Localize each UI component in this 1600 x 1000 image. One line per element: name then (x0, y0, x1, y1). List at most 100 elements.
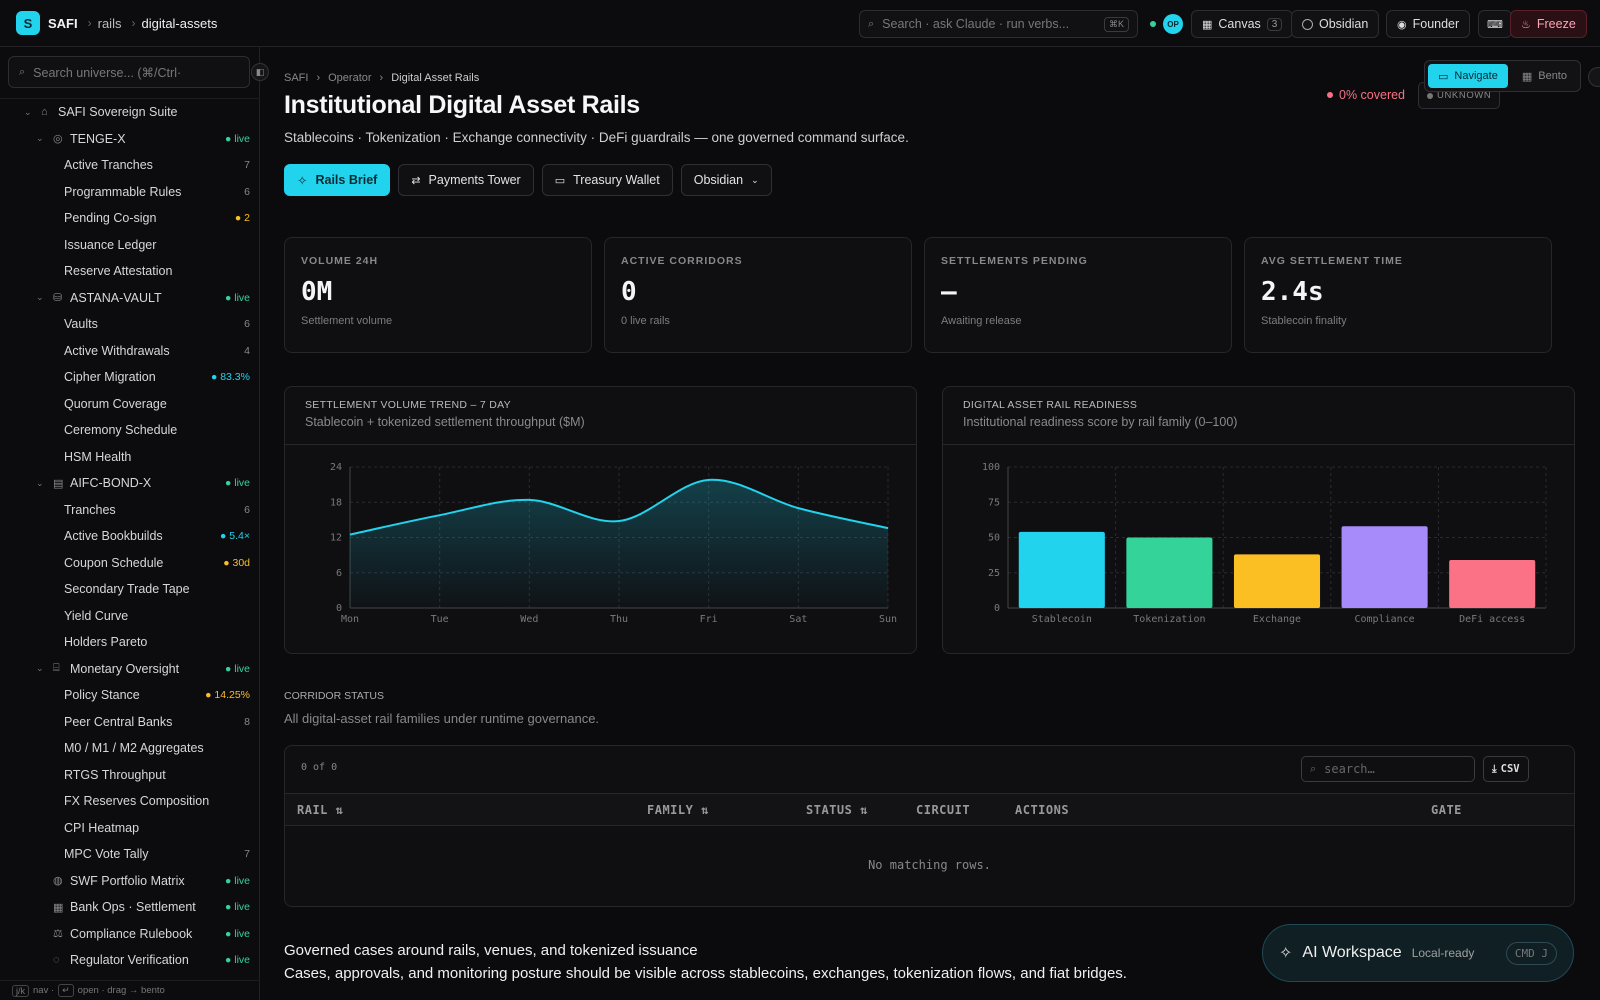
coverage-text: 0% covered (1339, 88, 1406, 102)
sidebar-item[interactable]: Vaults 6 (0, 311, 260, 338)
universe-search-input[interactable]: ⌕ Search universe... (⌘/Ctrl· (8, 56, 250, 88)
kpi-corridors: ACTIVE CORRIDORS 0 0 live rails (604, 237, 912, 353)
breadcrumb: SAFI › Operator › Digital Asset Rails (284, 72, 479, 84)
navigation-tree: ⌄ ⌂ SAFI Sovereign Suite ⌄ ◎ TENGE-X ● live Act… (0, 98, 260, 974)
breadcrumb-safi[interactable]: SAFI (284, 72, 309, 84)
sidebar-item[interactable]: Active Tranches 7 (0, 152, 260, 179)
navigate-view-button[interactable]: ▭ Navigate (1428, 64, 1508, 88)
sidebar-item[interactable]: Pending Co-sign ● 2 (0, 205, 260, 232)
sidebar-item[interactable]: ⌄ ▤ AIFC-BOND-X ● live (0, 470, 260, 497)
global-search-input[interactable]: ⌕ Search · ask Claude · run verbs... ⌘K (859, 10, 1138, 38)
canvas-label: Canvas (1218, 17, 1261, 31)
sidebar-item[interactable]: HSM Health (0, 444, 260, 471)
sidebar-item[interactable]: ◍ SWF Portfolio Matrix ● live (0, 868, 260, 895)
rails-brief-button[interactable]: ✧ Rails Brief (284, 164, 391, 196)
keyboard-button[interactable]: ⌨ (1478, 10, 1512, 38)
view-toggle: ▭ Navigate ▦ Bento (1424, 60, 1581, 92)
sidebar-item[interactable]: Programmable Rules 6 (0, 179, 260, 206)
sidebar-item[interactable]: ⌄ ⌂ SAFI Sovereign Suite (0, 99, 260, 126)
x-tick-label: Compliance (1354, 614, 1414, 625)
sidebar-item[interactable]: ⌄ ⌸ Monetary Oversight ● live (0, 656, 260, 683)
table-search-input[interactable]: ⌕ search… (1301, 756, 1475, 782)
sidebar-item-label: Issuance Ledger (64, 237, 157, 252)
sidebar-item[interactable]: Secondary Trade Tape (0, 576, 260, 603)
bento-view-button[interactable]: ▦ Bento (1512, 64, 1577, 88)
sidebar-item[interactable]: FX Reserves Composition (0, 788, 260, 815)
sidebar-item[interactable]: Peer Central Banks 8 (0, 709, 260, 736)
topbar-crumb-digital-assets[interactable]: digital-assets (141, 15, 218, 31)
grid-icon: ▦ (1202, 18, 1213, 31)
column-circuit: CIRCUIT (916, 803, 971, 817)
column-family[interactable]: FAMILY ⇅ (647, 803, 709, 817)
founder-button[interactable]: ◉ Founder (1386, 10, 1471, 38)
sidebar-item[interactable]: Coupon Schedule ● 30d (0, 550, 260, 577)
sidebar-item[interactable]: M0 / M1 / M2 Aggregates (0, 735, 260, 762)
sidebar-item[interactable]: Active Bookbuilds ● 5.4× (0, 523, 260, 550)
series-line (349, 478, 889, 536)
sidebar-item[interactable]: Policy Stance ● 14.25% (0, 682, 260, 709)
right-panel-toggle-icon[interactable] (1588, 67, 1600, 87)
chevron-down-icon[interactable]: ⌄ (24, 106, 32, 117)
y-tick-label: 25 (988, 568, 1000, 579)
column-rail[interactable]: RAIL ⇅ (297, 803, 344, 817)
payments-tower-label: Payments Tower (428, 173, 521, 187)
sidebar-item[interactable]: CPI Heatmap (0, 815, 260, 842)
x-tick-label: Tokenization (1133, 614, 1205, 625)
breadcrumb-operator[interactable]: Operator (328, 72, 372, 84)
bar (1449, 560, 1536, 608)
csv-export-button[interactable]: ⤓ CSV (1483, 756, 1529, 782)
topbar-crumb-rails[interactable]: rails (97, 15, 122, 31)
sidebar-item[interactable]: Cipher Migration ● 83.3% (0, 364, 260, 391)
eye-icon: ◉ (1397, 18, 1407, 31)
sidebar-item-label: Cipher Migration (64, 370, 156, 385)
ai-workspace-button[interactable]: ✧ AI Workspace Local-ready CMD J (1262, 924, 1574, 982)
sidebar-item[interactable]: Quorum Coverage (0, 391, 260, 418)
obsidian-theme-button[interactable]: Obsidian (1291, 10, 1380, 38)
sidebar-item[interactable]: ⚖ Compliance Rulebook ● live (0, 921, 260, 948)
x-tick-label: Fri (700, 614, 718, 625)
kpi-settlement-time: AVG SETTLEMENT TIME 2.4s Stablecoin fina… (1244, 237, 1552, 353)
obsidian-dropdown[interactable]: Obsidian ⌄ (680, 164, 772, 196)
app-logo[interactable]: S (16, 11, 40, 35)
sidebar-item-label: Programmable Rules (64, 184, 182, 199)
unknown-label: UNKNOWN (1437, 90, 1492, 101)
sidebar-item-badge: ● live (224, 132, 250, 145)
avatar[interactable]: OP (1163, 14, 1183, 34)
payments-tower-button[interactable]: ⇄ Payments Tower (398, 164, 534, 196)
sidebar-item[interactable]: Active Withdrawals 4 (0, 338, 260, 365)
sidebar-item-label: Active Withdrawals (64, 343, 170, 358)
sidebar-item[interactable]: Ceremony Schedule (0, 417, 260, 444)
download-icon: ⤓ (1492, 762, 1497, 775)
chevron-right-icon: › (131, 16, 136, 30)
chevron-down-icon[interactable]: ⌄ (36, 133, 44, 144)
sidebar-item[interactable]: Tranches 6 (0, 497, 260, 524)
sidebar-collapse-icon[interactable]: ◧ (251, 63, 269, 81)
sidebar-item[interactable]: ⌄ ◎ TENGE-X ● live (0, 126, 260, 153)
sidebar-item[interactable]: MPC Vote Tally 7 (0, 841, 260, 868)
sidebar-item[interactable]: Reserve Attestation (0, 258, 260, 285)
treasury-wallet-label: Treasury Wallet (573, 173, 660, 187)
founder-label: Founder (1412, 17, 1460, 31)
sidebar-item-label: SAFI Sovereign Suite (58, 105, 178, 120)
sidebar-item[interactable]: Yield Curve (0, 603, 260, 630)
sidebar-item-label: Active Bookbuilds (64, 529, 163, 544)
freeze-button[interactable]: ♨ Freeze (1510, 10, 1587, 38)
item-icon: ◍ (53, 875, 63, 888)
app-name[interactable]: SAFI (48, 15, 78, 31)
shortcut-kbd: ⌘K (1103, 16, 1129, 32)
sidebar-item[interactable]: RTGS Throughput (0, 762, 260, 789)
chevron-down-icon[interactable]: ⌄ (36, 292, 44, 303)
sidebar-item[interactable]: Holders Pareto (0, 629, 260, 656)
sidebar-item-label: RTGS Throughput (64, 767, 166, 782)
chart-subtitle: Stablecoin + tokenized settlement throug… (305, 415, 585, 429)
sidebar-item[interactable]: Issuance Ledger (0, 232, 260, 259)
sidebar-item[interactable]: ⌄ ⛁ ASTANA-VAULT ● live (0, 285, 260, 312)
chevron-down-icon[interactable]: ⌄ (36, 663, 44, 674)
item-icon: ⌂ (41, 106, 48, 119)
sidebar-item[interactable]: ▦ Bank Ops · Settlement ● live (0, 894, 260, 921)
treasury-wallet-button[interactable]: ▭ Treasury Wallet (541, 164, 673, 196)
sidebar-item[interactable]: ◌ Regulator Verification ● live (0, 947, 260, 974)
chevron-down-icon[interactable]: ⌄ (36, 477, 44, 488)
column-status[interactable]: STATUS ⇅ (806, 803, 868, 817)
canvas-button[interactable]: ▦ Canvas 3 (1191, 10, 1294, 38)
